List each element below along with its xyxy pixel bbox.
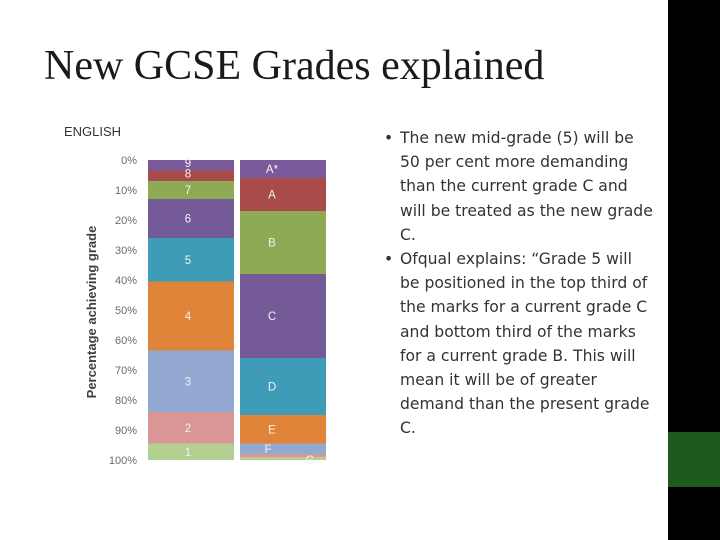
y-tick-label: 80% xyxy=(115,395,137,407)
segment-label: A xyxy=(268,190,276,202)
y-tick-label: 100% xyxy=(109,455,137,467)
segment-label: 3 xyxy=(185,376,191,388)
bar-segment xyxy=(148,170,234,181)
bar-segment xyxy=(148,238,234,282)
bar-segment xyxy=(240,211,326,274)
segment-label: 2 xyxy=(185,423,191,435)
segment-label: A* xyxy=(266,164,279,176)
bar-segment xyxy=(240,160,326,178)
slide-title: New GCSE Grades explained xyxy=(44,43,545,89)
y-tick-label: 20% xyxy=(115,215,137,227)
bar-segment xyxy=(148,281,234,351)
bullet-marker: • xyxy=(384,129,394,147)
segment-label: 8 xyxy=(185,169,191,181)
bullet-item: • The new mid-grade (5) will be 50 per c… xyxy=(378,126,654,247)
bars xyxy=(148,160,326,460)
y-tick-label: 40% xyxy=(115,275,137,287)
bullet-text: Ofqual explains: “Grade 5 will be positi… xyxy=(400,250,650,438)
y-tick-labels: 0% 10% 20% 30% 40% 50% 60% 70% 80% 90% 100% xyxy=(109,155,137,467)
segment-label: G xyxy=(306,455,315,467)
bar-segment xyxy=(240,178,326,211)
y-tick-label: 60% xyxy=(115,335,137,347)
segment-labels: 98 7 6 5 4 3 2 1 A* A B C D EF G xyxy=(185,158,315,467)
right-sidebar-accent xyxy=(668,432,720,487)
bar-segment xyxy=(148,181,234,199)
bar-segment xyxy=(148,199,234,238)
y-tick-label: 90% xyxy=(115,425,137,437)
chart-title: ENGLISH xyxy=(64,124,121,139)
segment-label: 9 xyxy=(185,158,191,170)
segment-label: E xyxy=(268,424,276,436)
bar-segment xyxy=(148,412,234,444)
grades-chart-svg: ENGLISH Percentage achieving grade 0%10%… xyxy=(64,124,326,467)
segment-label: D xyxy=(268,382,276,394)
segment-label: 4 xyxy=(185,311,192,323)
y-tick-label: 0% xyxy=(121,155,137,167)
bullet-marker: • xyxy=(384,250,394,269)
segment-label: F xyxy=(264,444,271,456)
bar-segment xyxy=(240,274,326,358)
segment-label: 6 xyxy=(185,214,191,226)
y-tick-label: 70% xyxy=(115,365,137,377)
bar-segment xyxy=(240,457,326,460)
bullet-text: The new mid-grade (5) will be 50 per cen… xyxy=(400,129,653,244)
bar-segment xyxy=(240,454,326,457)
grades-chart: ENGLISH Percentage achieving grade 0% 10%… xyxy=(30,116,360,494)
y-tick-label: 50% xyxy=(115,305,137,317)
bar-segment xyxy=(148,350,234,412)
bar-segment xyxy=(240,358,326,415)
bullet-list: • The new mid-grade (5) will be 50 per c… xyxy=(378,126,654,441)
segment-label: 5 xyxy=(185,255,191,267)
bar-segment xyxy=(240,415,326,444)
segment-label: B xyxy=(268,238,276,250)
segment-label: 7 xyxy=(185,185,191,197)
y-axis-label: Percentage achieving grade xyxy=(84,226,99,399)
y-tick-label: 10% xyxy=(115,185,137,197)
bar-segment xyxy=(148,160,234,171)
bar-segment xyxy=(240,443,326,454)
segment-label: C xyxy=(268,311,276,323)
bullet-item: • Ofqual explains: “Grade 5 will be posi… xyxy=(378,247,654,441)
y-tick-label: 30% xyxy=(115,245,137,257)
segment-label: 1 xyxy=(185,447,191,459)
bar-segment xyxy=(148,443,234,460)
